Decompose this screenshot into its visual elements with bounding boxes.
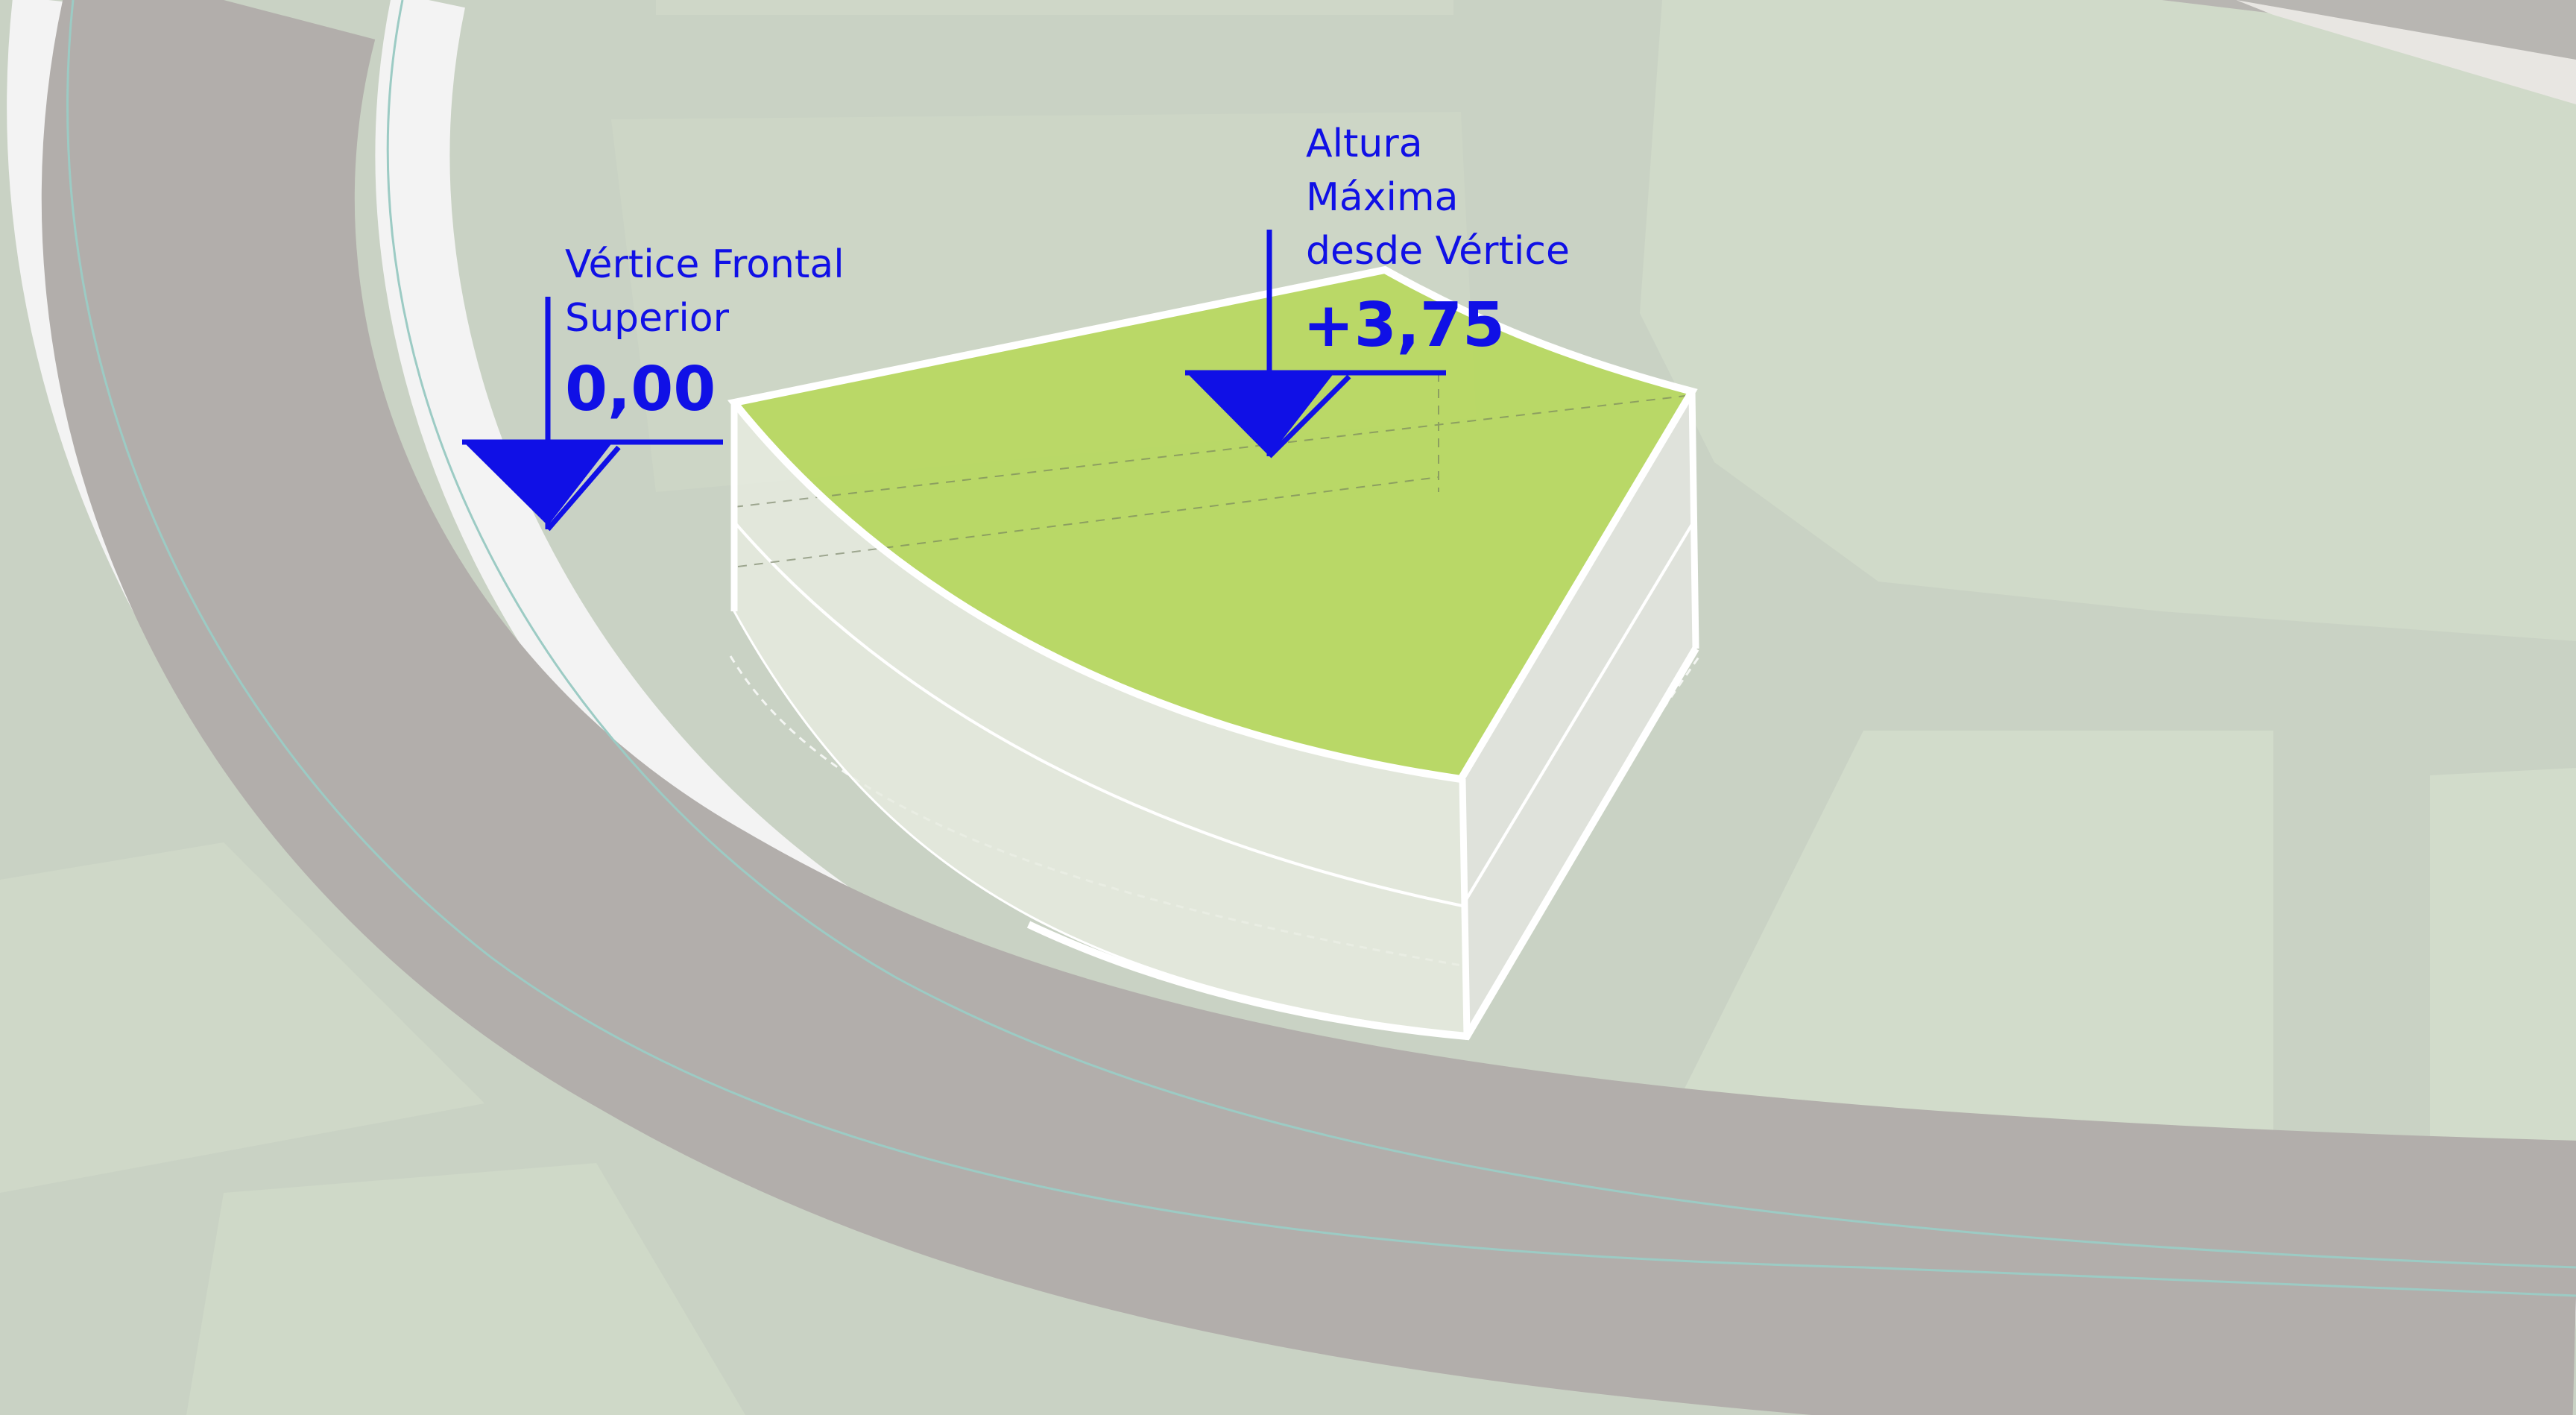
- max-marker-value: +3,75: [1303, 290, 1505, 361]
- max-marker-label-line3: desde Vértice: [1306, 229, 1570, 274]
- front-marker-value: 0,00: [565, 354, 716, 425]
- front-marker-label-line1: Vértice Frontal: [565, 242, 845, 287]
- max-marker-label-line2: Máxima: [1306, 175, 1458, 220]
- front-marker-label-line2: Superior: [565, 296, 730, 341]
- max-marker-label-line1: Altura: [1306, 122, 1423, 166]
